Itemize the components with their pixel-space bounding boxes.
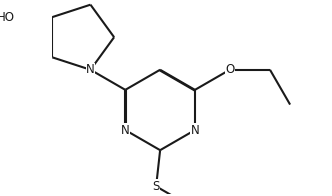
Text: N: N: [191, 123, 199, 137]
Text: N: N: [121, 123, 130, 137]
Text: S: S: [152, 180, 160, 193]
Text: O: O: [225, 63, 234, 76]
Polygon shape: [18, 12, 52, 22]
Text: N: N: [86, 63, 95, 76]
Text: HO: HO: [0, 11, 15, 24]
